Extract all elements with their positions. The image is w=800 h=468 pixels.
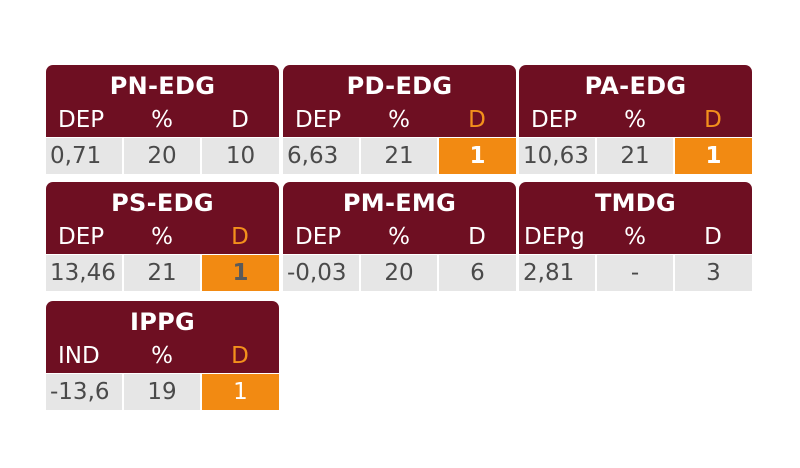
header-percent: %: [388, 107, 410, 133]
header-dep: DEP: [531, 107, 578, 133]
header-percent: %: [388, 224, 410, 250]
card-title: PD-EDG: [346, 72, 453, 100]
value-dep: 10,63: [519, 138, 595, 174]
card-title: PS-EDG: [111, 189, 214, 217]
value-d-highlight: 1: [439, 138, 516, 174]
header-percent: %: [624, 224, 646, 250]
value-row: -0,03 20 6: [283, 255, 516, 291]
card-title: PM-EMG: [342, 189, 457, 217]
value-ind: -13,6: [46, 374, 122, 410]
value-percent: 19: [124, 374, 200, 410]
header-percent: %: [624, 107, 646, 133]
column-headers: DEP % D: [283, 105, 516, 137]
header-d: D: [704, 107, 722, 133]
value-d-highlight: 1: [202, 255, 279, 291]
value-d: 3: [675, 255, 752, 291]
card-pd-edg: PD-EDG DEP % D 6,63 21 1: [283, 65, 516, 174]
header-d: D: [231, 224, 249, 250]
card-header: PN-EDG DEP % D: [46, 65, 279, 137]
value-percent: 21: [124, 255, 200, 291]
value-depg: 2,81: [519, 255, 595, 291]
value-row: 10,63 21 1: [519, 138, 752, 174]
header-dep: DEP: [58, 107, 105, 133]
card-title: IPPG: [129, 308, 195, 336]
header-d: D: [468, 107, 486, 133]
value-d-highlight: 1: [675, 138, 752, 174]
value-percent: 21: [361, 138, 437, 174]
header-d: D: [468, 224, 486, 250]
card-header: PM-EMG DEP % D: [283, 182, 516, 254]
card-pm-emg: PM-EMG DEP % D -0,03 20 6: [283, 182, 516, 291]
card-header: IPPG IND % D: [46, 301, 279, 373]
header-depg: DEPg: [524, 224, 585, 250]
card-header: PD-EDG DEP % D: [283, 65, 516, 137]
card-header: PS-EDG DEP % D: [46, 182, 279, 254]
card-pa-edg: PA-EDG DEP % D 10,63 21 1: [519, 65, 752, 174]
column-headers: DEP % D: [519, 105, 752, 137]
value-percent: 21: [597, 138, 673, 174]
value-row: -13,6 19 1: [46, 374, 279, 410]
card-header: PA-EDG DEP % D: [519, 65, 752, 137]
header-ind: IND: [58, 343, 100, 369]
card-title: PA-EDG: [584, 72, 687, 100]
header-percent: %: [151, 343, 173, 369]
value-percent: -: [597, 255, 673, 291]
value-row: 0,71 20 10: [46, 138, 279, 174]
card-title: TMDG: [594, 189, 677, 217]
header-dep: DEP: [58, 224, 105, 250]
card-title: PN-EDG: [109, 72, 216, 100]
card-ps-edg: PS-EDG DEP % D 13,46 21 1: [46, 182, 279, 291]
column-headers: DEPg % D: [519, 222, 752, 254]
value-dep: 13,46: [46, 255, 122, 291]
card-header: TMDG DEPg % D: [519, 182, 752, 254]
header-dep: DEP: [295, 107, 342, 133]
value-dep: 0,71: [46, 138, 122, 174]
header-percent: %: [151, 107, 173, 133]
value-d: 10: [202, 138, 279, 174]
value-dep: -0,03: [283, 255, 359, 291]
value-d: 6: [439, 255, 516, 291]
header-percent: %: [151, 224, 173, 250]
header-d: D: [231, 343, 249, 369]
header-dep: DEP: [295, 224, 342, 250]
value-row: 2,81 - 3: [519, 255, 752, 291]
column-headers: IND % D: [46, 341, 279, 373]
card-tmdg: TMDG DEPg % D 2,81 - 3: [519, 182, 752, 291]
column-headers: DEP % D: [46, 222, 279, 254]
card-ippg: IPPG IND % D -13,6 19 1: [46, 301, 279, 410]
value-percent: 20: [124, 138, 200, 174]
value-row: 6,63 21 1: [283, 138, 516, 174]
value-row: 13,46 21 1: [46, 255, 279, 291]
column-headers: DEP % D: [283, 222, 516, 254]
value-percent: 20: [361, 255, 437, 291]
header-d: D: [231, 107, 249, 133]
card-pn-edg: PN-EDG DEP % D 0,71 20 10: [46, 65, 279, 174]
header-d: D: [704, 224, 722, 250]
value-dep: 6,63: [283, 138, 359, 174]
value-d-highlight: 1: [202, 374, 279, 410]
column-headers: DEP % D: [46, 105, 279, 137]
